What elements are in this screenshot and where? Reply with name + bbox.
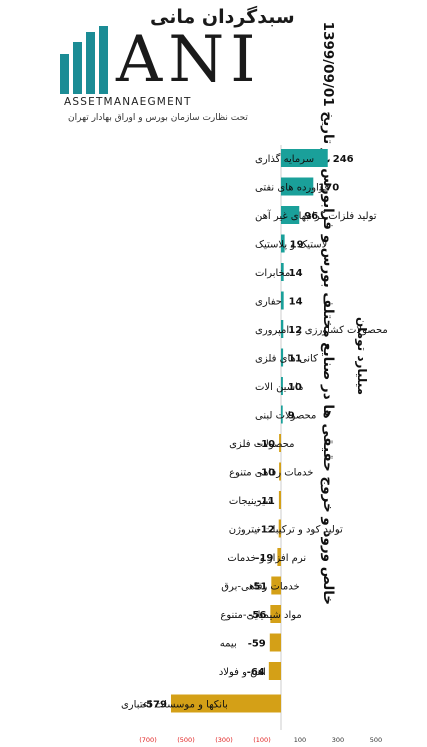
bar — [170, 694, 281, 713]
bar — [281, 234, 285, 253]
category-label: تولید کود و ترکیبات نیتروژن — [229, 525, 343, 536]
bar — [278, 491, 281, 509]
data-label: -10 — [257, 439, 275, 450]
x-tick-label: 100 — [294, 736, 306, 744]
bar — [270, 605, 281, 623]
bar — [281, 348, 284, 367]
data-label: -51 — [249, 582, 267, 593]
category-label: بیمه — [220, 639, 237, 650]
logo-bars-icon — [60, 26, 114, 94]
category-label: سرمایه گذاری — [255, 153, 314, 165]
category-label: ماشین الات — [255, 382, 304, 393]
bar — [271, 576, 281, 595]
category-label: محصولات کشاورزی و دامپروری — [255, 325, 388, 336]
category-label: خدمات رفاهی-برق — [221, 582, 299, 593]
category-label: حفاری — [255, 297, 282, 308]
data-label: -56 — [248, 610, 266, 621]
bar — [268, 662, 281, 680]
data-label: 14 — [289, 297, 303, 308]
data-label: 246 — [333, 154, 354, 165]
data-label: 19 — [290, 240, 304, 251]
bar — [281, 206, 300, 224]
category-label: بانکها و موسسات اعتباری — [121, 700, 228, 711]
bar — [281, 291, 284, 310]
category-label: محصولات لبنی — [255, 411, 316, 422]
data-label: -59 — [248, 639, 266, 650]
category-label: کانی های فلزی — [255, 354, 318, 365]
x-tick-label: (300) — [215, 736, 232, 744]
logo-brand-subtitle: تحت نظارت سازمان بورس و اوراق بهادار تهر… — [68, 113, 248, 123]
data-label: -64 — [247, 667, 265, 678]
category-label: مواد شیمیایی-متنوع — [220, 610, 301, 621]
data-label: -10 — [257, 468, 275, 479]
logo-brand-en: ASSETMANAEGMENT — [64, 96, 192, 108]
bar — [281, 405, 283, 424]
bar — [281, 320, 284, 338]
data-label: -12 — [257, 525, 275, 536]
data-label: -19 — [255, 553, 273, 564]
category-label: تولید فلزات گرانبهای غیر آهن — [255, 209, 377, 222]
category-label: محصولات فلزی — [229, 439, 294, 450]
bar — [278, 519, 281, 538]
x-tick-label: (100) — [253, 736, 270, 744]
logo: سبدگردان مانی ANI ASSETMANAEGMENT تحت نظ… — [56, 4, 295, 126]
category-label: لاستیک و پلاستیک — [255, 240, 327, 251]
x-tick-label: 500 — [370, 736, 382, 744]
x-tick-label: (500) — [177, 736, 194, 744]
bar — [281, 377, 283, 395]
logo-brand-mark: ANI — [116, 23, 262, 97]
data-label: -579 — [142, 700, 167, 711]
bar — [279, 462, 281, 481]
category-label: فراورده های نفتی — [255, 183, 329, 194]
bar — [281, 149, 328, 167]
bar — [281, 177, 314, 196]
category-label: مخابرات — [255, 268, 290, 279]
data-label: 11 — [288, 354, 302, 365]
data-label: 96 — [304, 211, 318, 222]
data-label: -11 — [257, 496, 275, 507]
category-label: شیرینیجات — [229, 496, 274, 507]
bar — [277, 548, 281, 566]
x-tick-label: 300 — [332, 736, 344, 744]
bar — [279, 434, 281, 452]
category-label: خدمات رفاهی متنوع — [229, 468, 313, 479]
x-tick-label: (700) — [139, 736, 156, 744]
data-label: 170 — [318, 183, 339, 194]
bar — [269, 633, 281, 652]
data-label: 12 — [288, 325, 302, 336]
data-label: 14 — [289, 268, 303, 279]
data-label: 9 — [288, 411, 295, 422]
category-label: نرم افزار و خدمات — [227, 553, 306, 564]
category-label: اهن و فولاد — [219, 667, 266, 678]
logo-brand-fa: سبدگردان مانی — [150, 6, 295, 28]
data-label: 10 — [288, 382, 302, 393]
bar — [281, 263, 284, 281]
